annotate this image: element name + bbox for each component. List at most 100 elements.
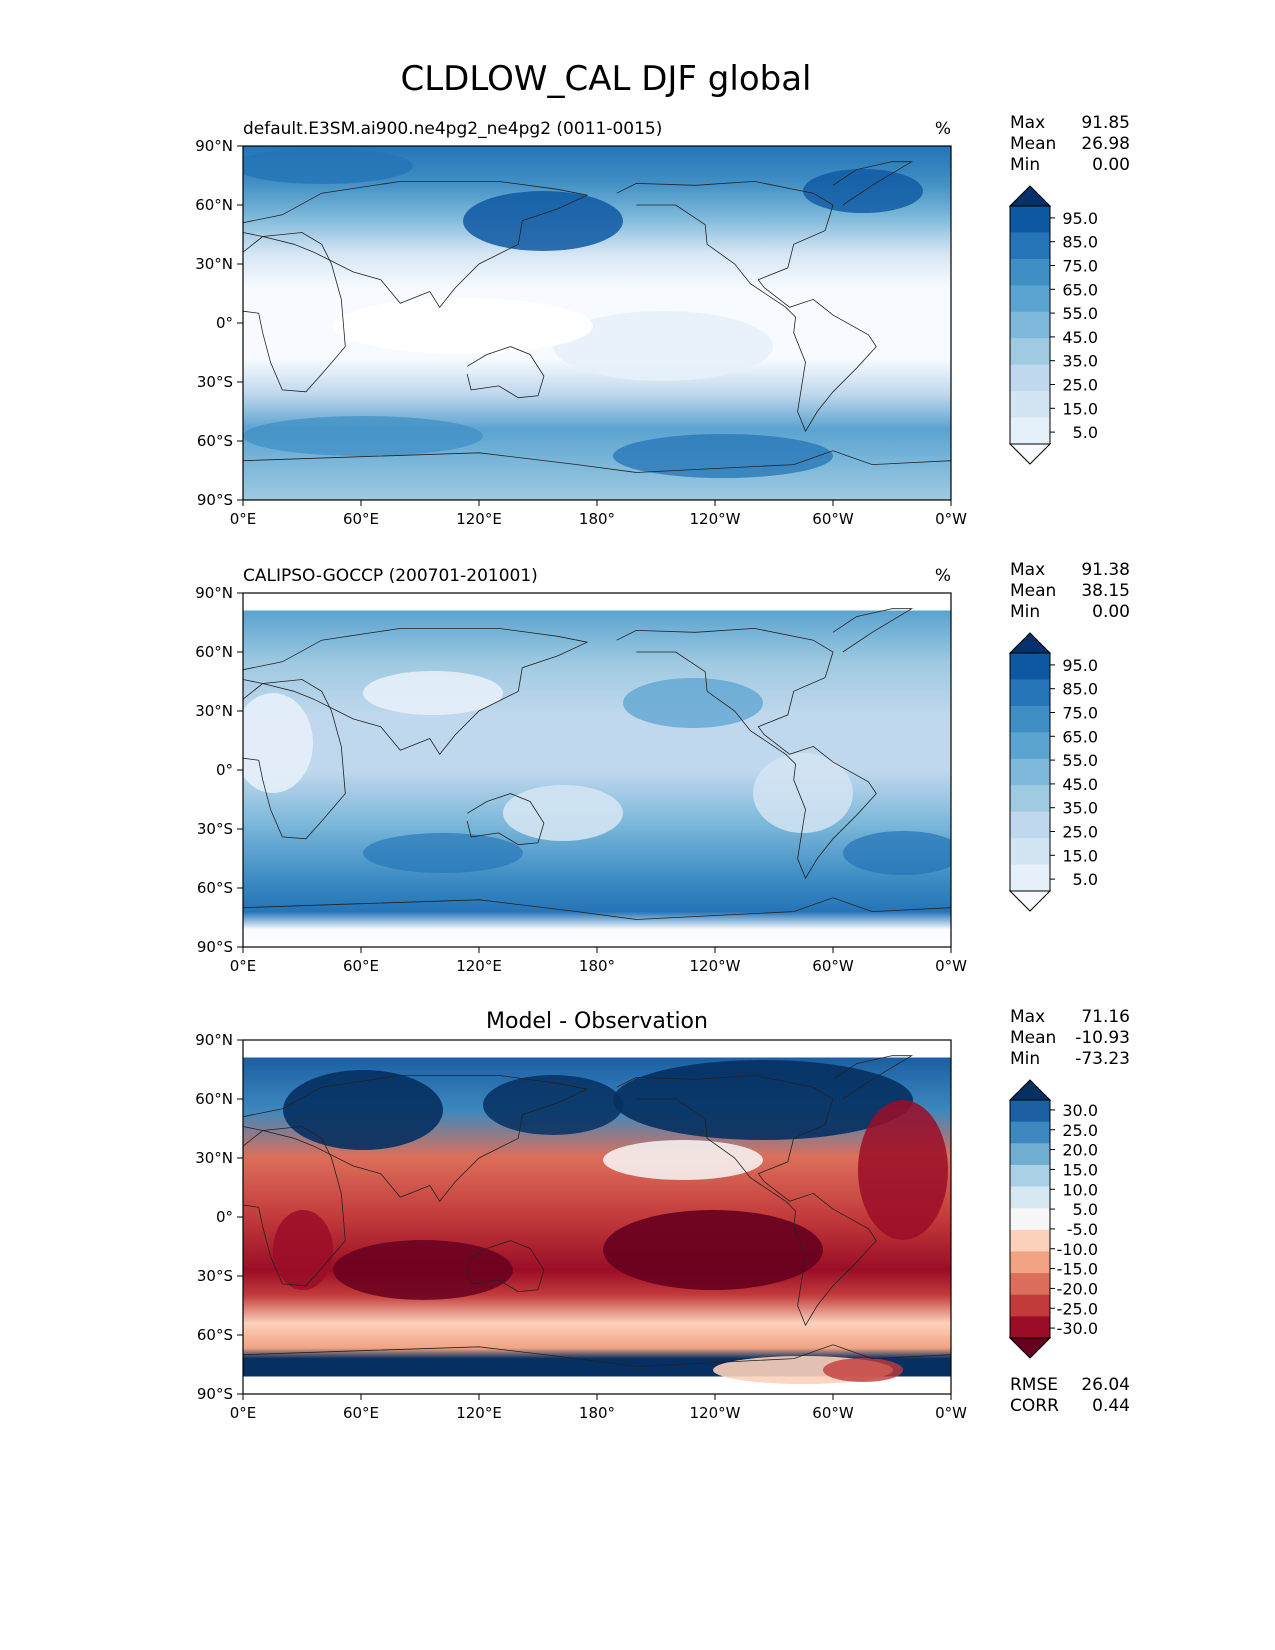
stat-label: Mean [1010,1028,1056,1048]
colorbar-reference: 95.0 85.0 75.0 65.0 55.0 45.0 35.0 25.0 15.0 5.0 [1008,632,1098,912]
stat-label: Max [1010,560,1045,580]
x-tick-label: 120°E [456,510,502,528]
stat-value: -73.23 [1075,1049,1130,1069]
stat-label: Max [1010,113,1045,133]
field-blob [613,1060,913,1140]
x-tick-label: 60°W [812,510,854,528]
y-tick-label: 90°N [195,584,233,602]
x-tick-label: 0°W [935,1404,967,1422]
y-tick-label: 30°N [195,1149,233,1167]
stat-value: 26.98 [1081,134,1130,154]
colorbar-label: -15.0 [1057,1260,1098,1279]
field-blob [243,693,313,793]
field-blob [843,831,951,875]
y-tick-label: 60°N [195,1090,233,1108]
field-background [243,593,951,947]
colorbar-segment [1010,653,1050,680]
y-ticks: 90°N 60°N 30°N 0° 30°S 60°S 90°S [195,137,243,509]
colorbar-segment [1010,1229,1050,1252]
field-blob [463,191,623,251]
y-tick-label: 30°S [197,1267,233,1285]
colorbar-frame [1009,205,1051,445]
panel-left-title: default.E3SM.ai900.ne4pg2_ne4pg2 (0011-0… [243,119,662,139]
colorbar-label: 95.0 [1062,656,1098,675]
coastline [466,346,545,399]
x-tick-label: 0°E [230,1404,257,1422]
y-ticks: 90°N 60°N 30°N 0° 30°S 60°S 90°S [195,584,243,956]
y-tick-label: 0° [216,314,233,332]
panel-units: % [935,119,951,139]
colorbar-label: -20.0 [1057,1279,1098,1298]
coastlines [242,161,952,473]
y-tick-label: 30°N [195,702,233,720]
colorbar-frame [1009,1099,1051,1339]
y-tick-label: 0° [216,761,233,779]
stat-label: Mean [1010,134,1056,154]
colorbar-segment [1010,732,1050,760]
stat-value: -10.93 [1075,1028,1130,1048]
y-tick-label: 60°N [195,643,233,661]
x-tick-label: 120°E [456,1404,502,1422]
colorbar-label: 5.0 [1073,870,1098,889]
field-blob [613,434,833,478]
field-blob [283,1070,443,1150]
stat-value: 0.44 [1092,1396,1130,1416]
colorbar-label: 35.0 [1062,799,1098,818]
colorbar-label: 75.0 [1062,704,1098,723]
x-tick-label: 120°W [690,510,741,528]
coastline [242,628,589,755]
field-blob [603,1210,823,1290]
stat-label: Min [1010,1049,1040,1069]
x-tick-label: 60°W [812,957,854,975]
colorbar-label: 25.0 [1062,823,1098,842]
colorbar-segment [1010,679,1050,707]
stats-difference: Max 71.16 Mean -10.93 Min -73.23 [1010,1007,1130,1069]
colorbar-segment [1010,391,1050,419]
coastlines [242,608,952,920]
coastline [242,232,346,393]
colorbar-segment [1010,338,1050,366]
stat-value: 91.38 [1081,560,1130,580]
coastline [242,1126,346,1287]
map-field [243,146,951,500]
x-tick-label: 0°E [230,510,257,528]
coastline [616,1074,877,1327]
colorbar-label: 85.0 [1062,680,1098,699]
y-tick-label: 90°S [197,491,233,509]
colorbar-extend-max [1008,185,1052,207]
y-ticks: 90°N 60°N 30°N 0° 30°S 60°S 90°S [195,1031,243,1403]
field-blob [483,1075,623,1135]
colorbar-extend-max [1008,1079,1052,1101]
x-tick-label: 120°E [456,957,502,975]
colorbar-segment [1010,1164,1050,1188]
colorbar-label: 65.0 [1062,280,1098,299]
y-tick-label: 30°S [197,820,233,838]
colorbar-label: 15.0 [1062,399,1098,418]
colorbar-label: 35.0 [1062,352,1098,371]
colorbar-label: 95.0 [1062,209,1098,228]
y-tick-label: 90°S [197,1385,233,1403]
colorbar-label: 65.0 [1062,727,1098,746]
coastline [466,1240,545,1293]
colorbar-label: -25.0 [1057,1299,1098,1318]
field-blob [603,1140,763,1180]
stat-value: 71.16 [1081,1007,1130,1027]
x-tick-label: 60°E [343,957,379,975]
field-blob [243,148,413,184]
colorbar-segment [1010,364,1050,392]
colorbar-segment [1010,864,1050,892]
colorbar-label: -30.0 [1057,1319,1098,1338]
y-tick-label: 60°S [197,879,233,897]
colorbar-extend-min [1008,1337,1052,1359]
stats-test: Max 91.85 Mean 26.98 Min 0.00 [1010,113,1130,175]
field-blob [273,1210,333,1290]
panel-difference: 90°N 60°N 30°N 0° 30°S 60°S 90°S 0°E 60°E 120°E 1… [195,1009,967,1422]
colorbar-segment [1010,1316,1050,1339]
field-blob [363,671,503,715]
field-blob [858,1100,948,1240]
colorbar-label: 15.0 [1062,1160,1098,1179]
coastline [616,180,877,433]
colorbar-label: 45.0 [1062,775,1098,794]
colorbar-extend-max [1008,632,1052,654]
